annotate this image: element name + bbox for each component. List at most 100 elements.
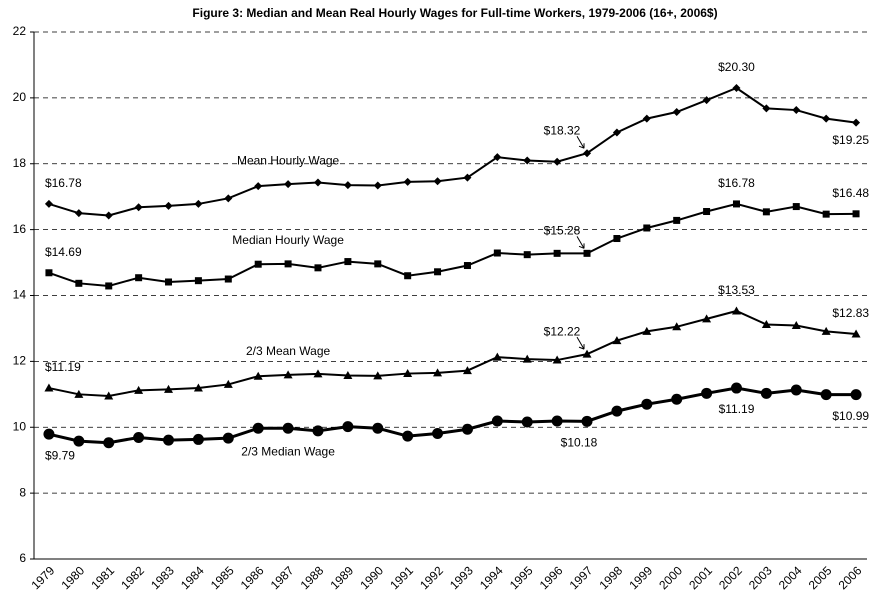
marker — [165, 278, 173, 286]
marker — [792, 203, 800, 211]
marker — [253, 371, 263, 380]
marker — [223, 379, 233, 388]
x-tick-label: 1997 — [567, 563, 596, 592]
x-tick-label: 2002 — [716, 563, 745, 592]
marker — [254, 182, 263, 191]
marker — [493, 249, 501, 257]
marker — [192, 433, 204, 445]
data-label: $10.99 — [832, 409, 869, 423]
data-label: $15.28 — [544, 224, 581, 238]
marker — [582, 349, 592, 358]
marker — [642, 114, 651, 123]
marker — [641, 398, 653, 410]
marker — [254, 260, 262, 268]
y-tick-label: 6 — [19, 551, 26, 565]
x-tick-label: 2001 — [686, 563, 715, 592]
marker — [134, 203, 143, 212]
marker — [73, 435, 85, 447]
marker — [851, 329, 861, 338]
y-tick-label: 12 — [13, 354, 27, 368]
marker — [671, 393, 683, 405]
marker — [672, 322, 682, 331]
marker — [283, 370, 293, 379]
marker — [342, 421, 354, 433]
marker — [134, 385, 144, 394]
marker — [791, 320, 801, 329]
y-tick-label: 22 — [13, 24, 27, 38]
marker — [852, 118, 861, 127]
x-tick-label: 1995 — [507, 563, 536, 592]
marker — [821, 326, 831, 335]
marker — [433, 177, 442, 186]
marker — [852, 210, 860, 218]
series-label: Mean Hourly Wage — [237, 153, 340, 167]
marker — [731, 306, 741, 315]
data-label: $13.53 — [718, 283, 755, 297]
x-tick-label: 1998 — [596, 563, 625, 592]
marker — [104, 391, 114, 400]
marker — [373, 371, 383, 380]
y-tick-label: 16 — [13, 222, 27, 236]
marker — [314, 264, 322, 272]
marker — [702, 96, 711, 105]
marker — [790, 384, 802, 396]
data-label: $20.30 — [718, 60, 755, 74]
data-label: $16.78 — [45, 176, 82, 190]
marker — [45, 269, 53, 277]
marker — [163, 434, 175, 446]
marker — [374, 260, 382, 268]
x-tick-label: 2000 — [656, 563, 685, 592]
marker — [105, 282, 113, 290]
x-tick-label: 2004 — [776, 563, 805, 592]
series-line — [48, 309, 857, 397]
data-label: $16.48 — [832, 186, 869, 200]
marker — [432, 428, 444, 440]
arrow — [576, 336, 585, 350]
x-tick-label: 1987 — [268, 563, 297, 592]
marker — [492, 352, 502, 361]
arrow-head — [578, 344, 585, 350]
series-line — [48, 202, 857, 287]
marker — [194, 199, 203, 208]
marker — [463, 173, 472, 182]
marker — [762, 208, 770, 216]
data-label: $19.25 — [832, 133, 869, 147]
marker — [822, 210, 830, 218]
marker — [194, 277, 202, 285]
marker — [343, 181, 352, 190]
marker — [433, 368, 443, 377]
y-tick-label: 10 — [13, 419, 27, 433]
marker — [135, 274, 143, 282]
data-label: $18.32 — [544, 123, 581, 137]
x-tick-label: 1981 — [88, 563, 117, 592]
marker — [133, 431, 145, 443]
marker — [224, 194, 233, 203]
marker — [523, 251, 531, 259]
data-label: $9.79 — [45, 448, 75, 462]
data-label: $11.19 — [719, 402, 755, 416]
arrow-head — [578, 243, 585, 249]
marker — [672, 108, 681, 117]
x-tick-label: 1994 — [477, 563, 506, 592]
marker — [75, 279, 83, 287]
marker — [551, 415, 563, 427]
y-tick-label: 18 — [13, 156, 27, 170]
marker — [434, 268, 442, 276]
series-label: Median Hourly Wage — [232, 233, 344, 247]
marker — [792, 106, 801, 115]
marker — [343, 371, 353, 380]
x-tick-label: 1985 — [208, 563, 237, 592]
marker — [284, 180, 293, 189]
arrow-head — [578, 143, 585, 149]
x-tick-label: 1986 — [238, 563, 267, 592]
marker — [461, 423, 473, 435]
data-label: $10.18 — [561, 435, 598, 449]
y-tick-label: 8 — [19, 485, 26, 499]
x-tick-label: 1980 — [58, 563, 87, 592]
series-line — [48, 86, 857, 217]
x-tick-label: 1999 — [626, 563, 655, 592]
marker — [581, 415, 593, 427]
marker — [493, 153, 502, 162]
marker — [583, 149, 592, 158]
marker — [643, 224, 651, 232]
